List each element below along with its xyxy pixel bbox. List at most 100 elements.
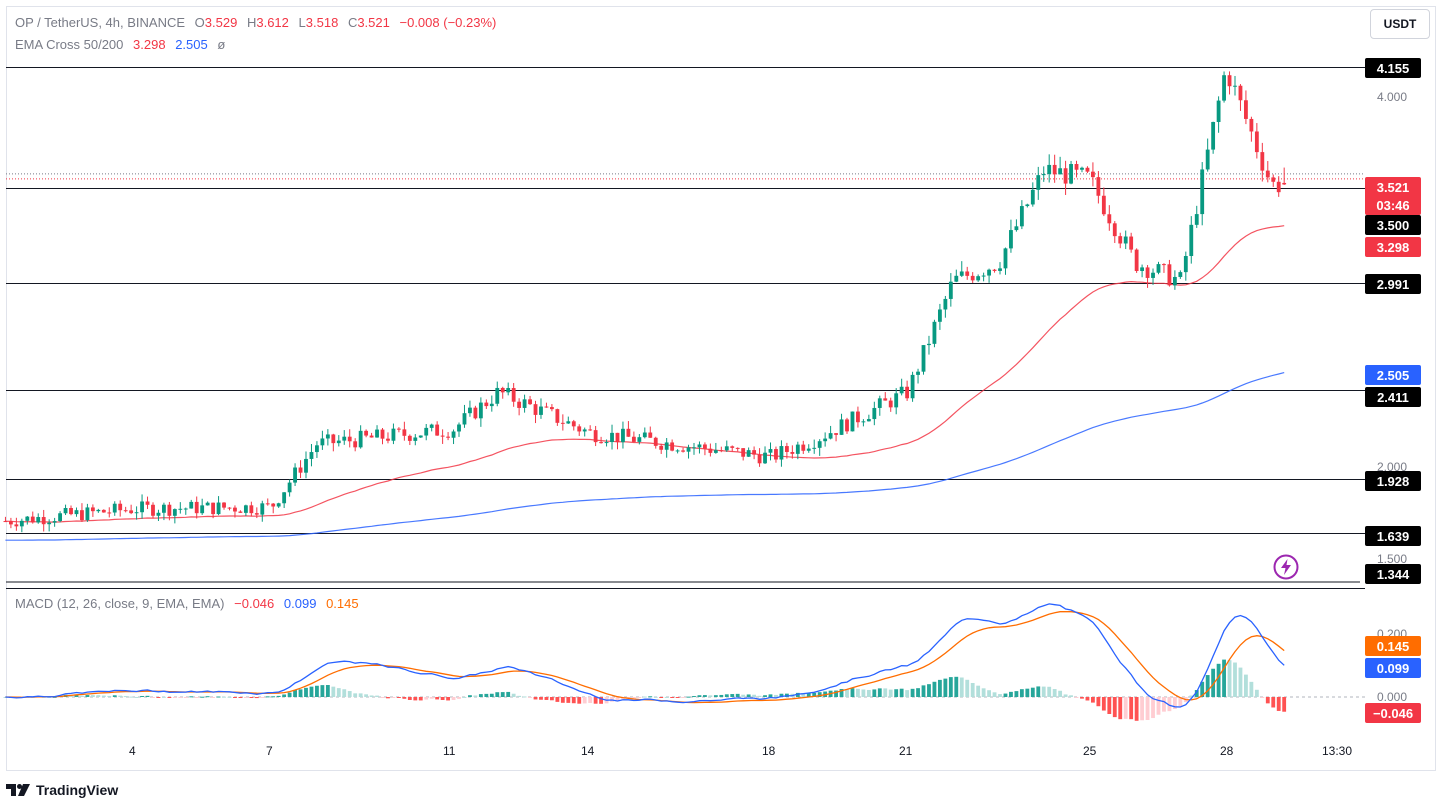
candle-body [774, 449, 778, 460]
candle-body [533, 404, 538, 415]
macd-bar [1052, 689, 1057, 697]
macd-bar [877, 688, 882, 697]
candle-body [659, 445, 664, 450]
macd-bar [364, 694, 369, 697]
candle-body [1211, 121, 1216, 150]
macd-bar [1249, 681, 1254, 697]
macd-bar [1200, 681, 1205, 697]
macd-bar [402, 697, 407, 699]
candle-body [265, 503, 270, 505]
ema-label[interactable]: EMA Cross 50/200 [15, 37, 124, 52]
lightning-icon[interactable] [1273, 554, 1299, 580]
candle-body [670, 442, 675, 451]
macd-bar [839, 688, 844, 697]
macd-label[interactable]: MACD (12, 26, close, 9, EMA, EMA) [15, 596, 225, 611]
macd-bar [123, 696, 128, 698]
macd-bar [271, 696, 276, 698]
ema-fast-value: 3.298 [133, 37, 166, 52]
macd-bar [200, 696, 205, 698]
candle-body [823, 438, 828, 442]
macd-bar [151, 697, 155, 698]
macd-tick: 0.000 [1377, 690, 1408, 704]
symbol-label[interactable]: OP / TetherUS, 4h, BINANCE [15, 15, 186, 30]
macd-bar [347, 691, 352, 697]
macd-bar [1058, 690, 1063, 697]
candle-body [517, 401, 522, 408]
candle-body [118, 503, 123, 511]
candle-body [1019, 206, 1024, 227]
ema-200-line [5, 372, 1285, 541]
macd-bar [1107, 697, 1112, 714]
macd-bar [183, 697, 188, 698]
candle-body [1162, 264, 1166, 266]
macd-bar [129, 696, 134, 698]
candle-body [631, 436, 636, 442]
macd-bar [451, 697, 456, 700]
candle-body [817, 441, 822, 448]
macd-bar [1216, 663, 1221, 697]
chart-frame [6, 6, 1436, 771]
macd-bar [1123, 697, 1128, 719]
macd-bar [845, 689, 849, 697]
macd-bar [85, 695, 90, 697]
macd-bar [1041, 686, 1046, 697]
macd-bar [211, 697, 216, 698]
candle-body [200, 505, 205, 514]
candle-body [779, 446, 784, 460]
macd-tag: 0.099 [1365, 658, 1421, 678]
macd-bar [1211, 668, 1216, 697]
candles [3, 71, 1287, 533]
candle-body [1058, 168, 1063, 175]
macd-bar [932, 681, 937, 697]
macd-bar [145, 695, 150, 697]
macd-bar [954, 676, 959, 697]
candle-body [1194, 214, 1199, 225]
macd-bar [544, 697, 549, 700]
candle-body [937, 309, 942, 322]
macd-bar [216, 696, 221, 698]
candle-body [424, 427, 429, 436]
candle-body [167, 504, 172, 516]
candle-body [271, 503, 276, 507]
ema-legend: EMA Cross 50/200 3.298 2.505 ø [15, 37, 231, 52]
macd-bar [52, 696, 57, 698]
macd-bar [1091, 697, 1095, 703]
candle-body [839, 419, 844, 435]
macd-bar [866, 689, 871, 697]
price-tag: 3.298 [1365, 237, 1421, 257]
currency-button[interactable]: USDT [1370, 9, 1430, 39]
macd-bar [555, 697, 560, 702]
macd-bar [987, 690, 991, 697]
candle-body [1222, 75, 1226, 101]
candle-body [730, 446, 735, 448]
candle-body [626, 428, 631, 437]
candle-body [642, 432, 647, 438]
candle-body [888, 400, 893, 408]
ema-settings-icon[interactable]: ø [217, 37, 226, 52]
macd-bar [686, 696, 691, 698]
candle-body [101, 509, 106, 513]
candle-body [1047, 164, 1052, 175]
macd-bar [631, 697, 636, 699]
candle-body [1080, 167, 1084, 170]
candle-body [446, 436, 450, 438]
candle-body [664, 442, 669, 450]
candle-body [396, 428, 401, 430]
candle-body [107, 512, 112, 514]
candle-body [905, 386, 910, 399]
candle-body [58, 513, 63, 522]
candle-body [1189, 224, 1194, 257]
candle-body [1030, 189, 1035, 205]
macd-bar [233, 697, 237, 698]
macd-bar [927, 684, 931, 697]
candle-body [260, 503, 265, 515]
candle-body [1091, 171, 1095, 178]
candle-body [768, 449, 773, 453]
macd-bar [358, 693, 363, 697]
candle-body [358, 430, 363, 448]
candle-body [604, 442, 609, 444]
tradingview-logo[interactable]: TradingView [6, 782, 118, 798]
macd-bar [916, 688, 920, 697]
macd-bar [1151, 697, 1155, 719]
